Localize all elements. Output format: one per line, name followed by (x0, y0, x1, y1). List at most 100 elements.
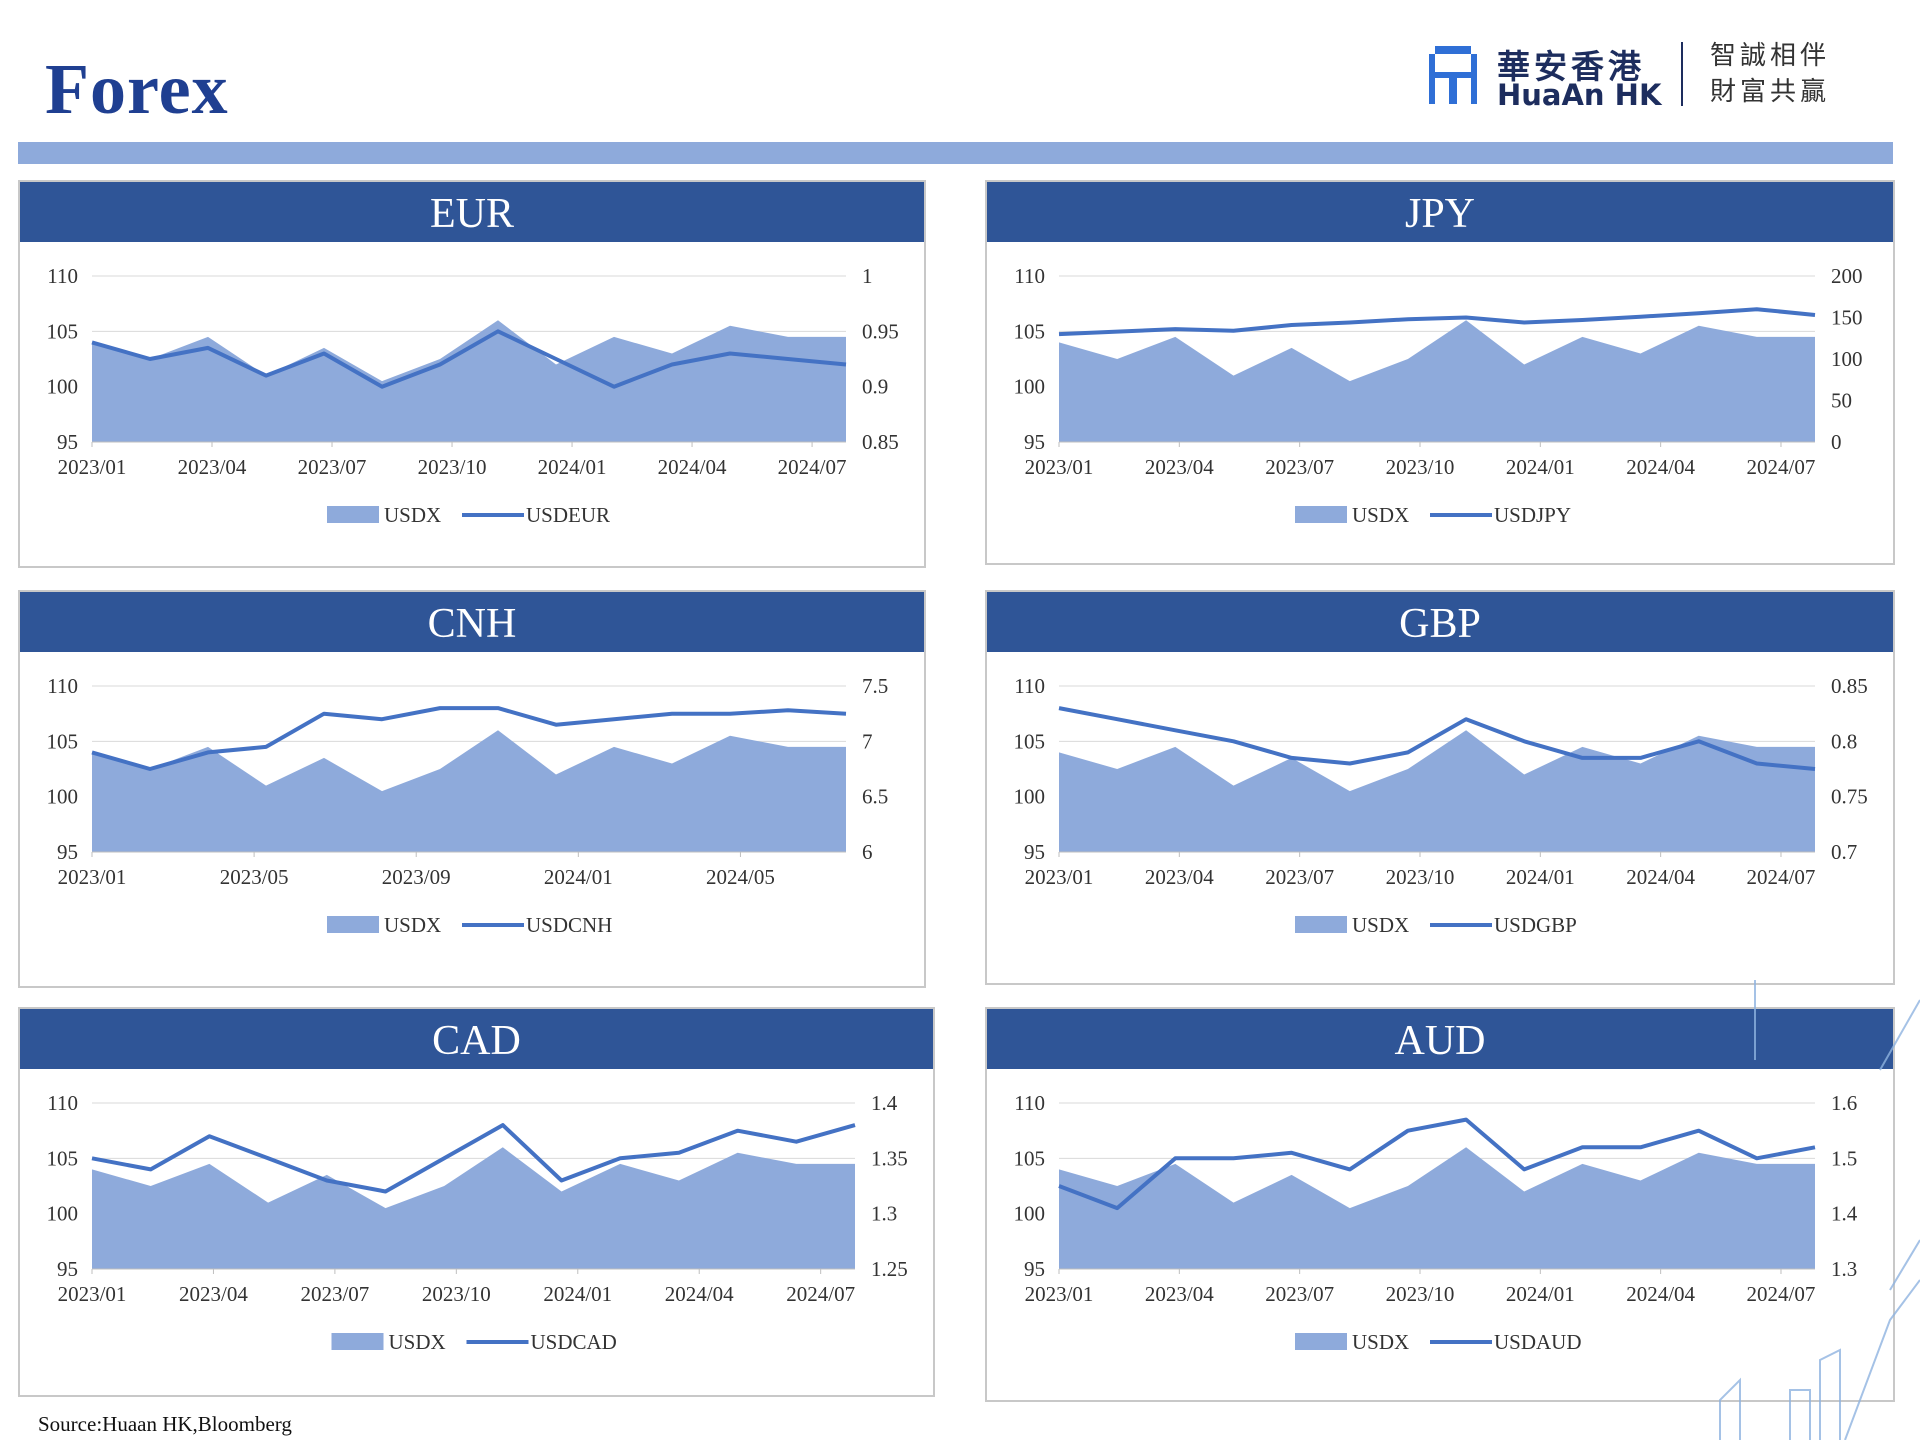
x-tick-label: 2023/07 (1265, 865, 1334, 889)
panel-jpy: JPY 110 105 100 95 200 150 100 50 0 2023/01 2023/0… (985, 180, 1895, 565)
x-tick-label: 2023/09 (382, 865, 451, 889)
panel-header: JPY (987, 182, 1893, 242)
y-tick-left: 105 (1014, 1146, 1046, 1170)
y-tick-right: 0 (1831, 430, 1842, 454)
legend-label: USDEUR (526, 503, 610, 527)
series-line-usdcnh (91, 706, 847, 771)
legend-label: USDX (1352, 503, 1409, 527)
y-tick-right: 50 (1831, 389, 1852, 413)
legend-label: USDX (384, 503, 441, 527)
chart-aud: 110 105 100 95 1.6 1.5 1.4 1.3 2023/01 2023/04 202… (1014, 1091, 1858, 1354)
legend-swatch-area (1295, 1333, 1347, 1350)
y-tick-left: 110 (1014, 674, 1045, 698)
y-tick-left: 100 (47, 1202, 79, 1226)
panel-aud: AUD 110 105 100 95 1.6 1.5 1.4 1.3 2023/01 2023/0… (985, 1007, 1895, 1402)
y-tick-left: 100 (47, 375, 79, 399)
logo-separator (1681, 42, 1683, 106)
x-tick-label: 2024/07 (1747, 1282, 1816, 1306)
y-tick-left: 95 (57, 430, 78, 454)
x-tick-label: 2024/07 (778, 455, 847, 479)
legend-swatch-area (327, 916, 379, 933)
x-tick-label: 2023/07 (300, 1282, 369, 1306)
x-tick-label: 2024/04 (1626, 1282, 1695, 1306)
x-tick-label: 2024/01 (1506, 455, 1575, 479)
y-tick-right: 0.75 (1831, 785, 1868, 809)
legend-swatch-area (1295, 506, 1347, 523)
y-tick-right: 1.5 (1831, 1146, 1857, 1170)
y-tick-right: 6 (862, 840, 873, 864)
x-tick-label: 2023/07 (298, 455, 367, 479)
y-tick-left: 110 (1014, 1091, 1045, 1115)
series-line-usdaud (1058, 1117, 1816, 1211)
huaan-logo-icon (1429, 46, 1477, 104)
y-tick-right: 1.35 (871, 1146, 908, 1170)
chart-jpy: 110 105 100 95 200 150 100 50 0 2023/01 2023/04 202… (1014, 264, 1863, 527)
chart-gbp: 110 105 100 95 0.85 0.8 0.75 0.7 2023/01 2023/04 2… (1014, 674, 1868, 937)
x-tick-label: 2023/04 (1145, 455, 1214, 479)
panel-header: CAD (20, 1009, 933, 1069)
x-tick-label: 2024/07 (1747, 455, 1816, 479)
x-tick-label: 2023/07 (1265, 455, 1334, 479)
x-tick-label: 2023/10 (1386, 865, 1455, 889)
x-tick-label: 2023/04 (178, 455, 247, 479)
series-line-usdgbp (1058, 706, 1816, 771)
y-tick-left: 105 (47, 319, 79, 343)
x-tick-label: 2024/01 (543, 1282, 612, 1306)
panel-cnh: CNH 110 105 100 95 7.5 7 6.5 6 2023/01 2023/05 202… (18, 590, 926, 988)
y-tick-right: 1.6 (1831, 1091, 1857, 1115)
y-tick-right: 1.4 (871, 1091, 898, 1115)
legend-label: USDJPY (1494, 503, 1571, 527)
y-tick-right: 0.85 (1831, 674, 1868, 698)
y-tick-right: 0.9 (862, 375, 888, 399)
series-area-usdx (92, 730, 846, 852)
x-tick-label: 2023/04 (179, 1282, 248, 1306)
y-tick-right: 0.95 (862, 319, 899, 343)
logo-slogan-line1: 智誠相伴 (1710, 41, 1831, 71)
series-area-usdx (1059, 1147, 1815, 1269)
x-tick-label: 2023/10 (422, 1282, 491, 1306)
series-area-usdx (92, 320, 846, 442)
panel-cad: CAD 110 105 100 95 1.4 1.35 1.3 1.25 2023/01 2023… (18, 1007, 935, 1397)
x-tick-label: 2024/07 (1747, 865, 1816, 889)
x-tick-label: 2023/01 (58, 455, 127, 479)
x-tick-label: 2024/01 (1506, 1282, 1575, 1306)
legend-label: USDX (1352, 913, 1409, 937)
y-tick-right: 0.8 (1831, 729, 1857, 753)
y-tick-right: 200 (1831, 264, 1863, 288)
x-tick-label: 2024/01 (1506, 865, 1575, 889)
chart-eur: 110 105 100 95 1 0.95 0.9 0.85 2023/01 2023/04 202… (47, 264, 899, 527)
panel-header: AUD (987, 1009, 1893, 1069)
y-tick-left: 110 (47, 264, 78, 288)
legend-swatch-area (1295, 916, 1347, 933)
x-tick-label: 2024/01 (544, 865, 613, 889)
legend-label: USDCNH (526, 913, 612, 937)
y-tick-right: 1 (862, 264, 873, 288)
series-line-usdeur (91, 329, 847, 389)
y-tick-left: 110 (1014, 264, 1045, 288)
panel-header: GBP (987, 592, 1893, 652)
chart-cad: 110 105 100 95 1.4 1.35 1.3 1.25 2023/01 2023/04 2… (47, 1091, 908, 1354)
logo-slogan-line2: 財富共贏 (1710, 77, 1831, 107)
x-tick-label: 2024/04 (1626, 455, 1695, 479)
y-tick-right: 0.85 (862, 430, 899, 454)
title-divider-bar (18, 142, 1893, 164)
panel-eur: EUR 110 105 100 95 1 0.95 0.9 0.85 2023/01 2023/0… (18, 180, 926, 568)
x-tick-label: 2024/04 (658, 455, 727, 479)
y-tick-right: 7.5 (862, 674, 888, 698)
y-tick-right: 1.3 (871, 1202, 897, 1226)
x-tick-label: 2023/01 (1025, 1282, 1094, 1306)
x-tick-label: 2023/01 (1025, 865, 1094, 889)
x-tick-label: 2023/04 (1145, 865, 1214, 889)
x-tick-label: 2023/01 (58, 865, 127, 889)
y-tick-right: 1.25 (871, 1257, 908, 1281)
legend-label: USDX (389, 1330, 446, 1354)
y-tick-left: 105 (1014, 729, 1046, 753)
y-tick-right: 7 (862, 729, 873, 753)
series-line-usdcad (91, 1123, 856, 1194)
y-tick-left: 110 (47, 1091, 78, 1115)
legend-swatch-area (327, 506, 379, 523)
y-tick-left: 95 (1024, 430, 1045, 454)
y-tick-left: 100 (1014, 1202, 1046, 1226)
legend-label: USDAUD (1494, 1330, 1582, 1354)
logo-name-cn: 華安香港 (1497, 47, 1645, 86)
